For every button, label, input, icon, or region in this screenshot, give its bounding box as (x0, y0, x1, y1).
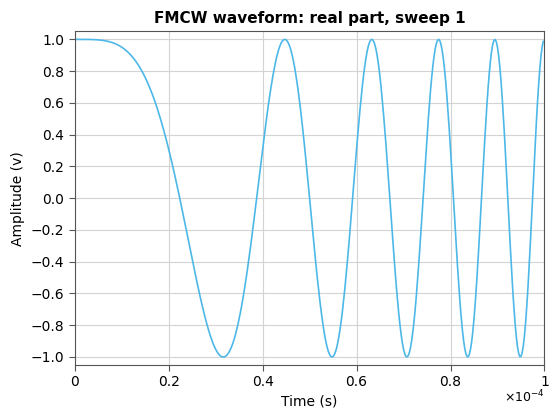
X-axis label: Time (s): Time (s) (281, 395, 338, 409)
Y-axis label: Amplitude (v): Amplitude (v) (11, 151, 25, 246)
Text: $\times10^{-4}$: $\times10^{-4}$ (503, 388, 544, 405)
Title: FMCW waveform: real part, sweep 1: FMCW waveform: real part, sweep 1 (154, 11, 465, 26)
